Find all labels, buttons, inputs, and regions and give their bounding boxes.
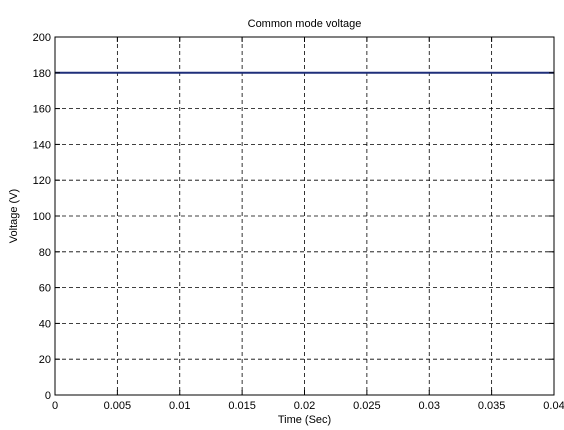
x-tick-label: 0.01 [169, 400, 190, 412]
x-tick-label: 0.025 [353, 400, 381, 412]
y-tick-label: 40 [39, 318, 51, 330]
chart-title: Common mode voltage [248, 18, 362, 30]
y-tick-label: 60 [39, 283, 51, 295]
grid [55, 37, 554, 395]
x-tick-label: 0.015 [228, 400, 256, 412]
y-tick-label: 20 [39, 354, 51, 366]
y-tick-label: 120 [33, 175, 51, 187]
y-axis-label: Voltage (V) [8, 189, 20, 243]
x-tick-label: 0 [52, 400, 58, 412]
y-tick-label: 160 [33, 104, 51, 116]
y-tick-label: 140 [33, 139, 51, 151]
y-tick-label: 80 [39, 247, 51, 259]
y-tick-label: 0 [45, 390, 51, 402]
x-tick-label: 0.04 [543, 400, 564, 412]
y-tick-label: 200 [33, 32, 51, 44]
x-tick-label: 0.035 [478, 400, 506, 412]
x-tick-label: 0.03 [419, 400, 440, 412]
x-axis-label: Time (Sec) [278, 414, 331, 426]
x-tick-label: 0.02 [294, 400, 315, 412]
y-tick-label: 180 [33, 68, 51, 80]
ticks: 0 0.005 0.01 0.015 0.02 0.025 0.03 0.035 0.04 0 20… [33, 32, 564, 412]
y-tick-label: 100 [33, 211, 51, 223]
x-tick-label: 0.005 [104, 400, 132, 412]
